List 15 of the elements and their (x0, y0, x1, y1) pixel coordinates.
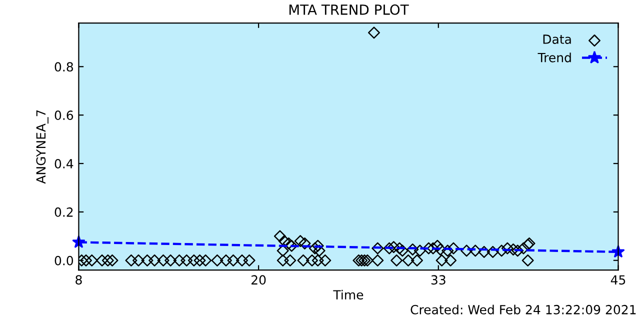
x-tick-label: 33 (431, 275, 446, 285)
legend-label: Data (543, 34, 571, 44)
x-axis-title: Time (333, 290, 364, 300)
x-tick-label: 8 (76, 275, 82, 285)
y-tick-label: 0.2 (54, 207, 73, 217)
y-tick-label: 0.6 (54, 110, 74, 120)
text: Created: Wed Feb 24 13:22:09 2021 (410, 304, 636, 314)
y-tick-label: 0.8 (54, 62, 74, 72)
y-axis-title: ANGYNEA_7 (36, 110, 48, 184)
y-tick-label: 0.0 (54, 256, 74, 266)
legend-label: Trend (538, 52, 571, 62)
x-tick-label: 20 (252, 275, 266, 285)
x-tick-label: 45 (610, 275, 626, 285)
chart-title: MTA TREND PLOT (289, 4, 409, 15)
y-tick-label: 0.4 (54, 158, 74, 168)
